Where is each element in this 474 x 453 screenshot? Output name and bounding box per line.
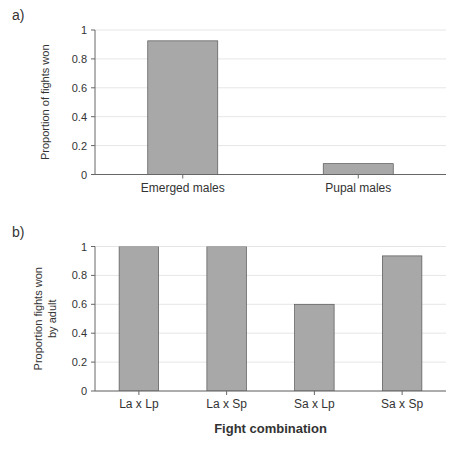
x-axis (95, 391, 446, 392)
grid-line (95, 30, 446, 31)
panel-label: a) (12, 7, 24, 23)
x-axis-label: Fight combination (214, 421, 327, 436)
y-tick (91, 58, 95, 59)
x-tick-label: Sa x Sp (381, 397, 423, 411)
y-tick-label: 0.2 (72, 356, 87, 368)
bar (119, 247, 158, 392)
x-tick-label: Emerged males (141, 181, 225, 195)
y-tick-label: 1 (81, 241, 87, 253)
panel-label: b) (12, 224, 24, 240)
bars (148, 41, 394, 175)
y-tick (91, 304, 95, 305)
y-tick-label: 0 (81, 385, 87, 397)
x-tick-label: Sa x Lp (294, 397, 335, 411)
y-tick (91, 145, 95, 146)
y-tick-label: 0.6 (72, 82, 87, 94)
y-tick-label: 1 (81, 24, 87, 36)
y-axis-label-line: Proportion fights won (32, 267, 44, 370)
x-tick (358, 175, 359, 179)
y-axis (95, 30, 96, 175)
panel: a) 0 0.2 0.4 0.6 0.8 1 Emerged males Pupal males… (12, 7, 446, 195)
bar (323, 164, 393, 175)
x-tick (138, 391, 139, 395)
y-tick (91, 174, 95, 175)
y-axis-label-line: by adult (46, 299, 58, 338)
y-tick-label: 0.4 (72, 111, 87, 123)
grid-line (95, 391, 446, 392)
x-axis (95, 174, 446, 175)
panel: b) 0 0.2 0.4 0.6 0.8 1 La x Lp La x Sp Sa x Lp Sa … (12, 224, 446, 437)
bar (295, 304, 334, 391)
bar (207, 247, 246, 392)
bar (382, 256, 421, 391)
y-tick-label: 0 (81, 169, 87, 181)
x-tick-label: La x Sp (206, 397, 247, 411)
y-axis-label: Proportion of fights won (39, 44, 51, 160)
y-axis (95, 247, 96, 392)
y-tick (91, 333, 95, 334)
y-tick-label: 0.8 (72, 269, 87, 281)
y-axis-label-line: Proportion of fights won (39, 44, 51, 160)
x-tick (402, 391, 403, 395)
y-tick-label: 0.2 (72, 140, 87, 152)
y-tick-label: 0.6 (72, 298, 87, 310)
y-tick (91, 87, 95, 88)
bar (148, 41, 218, 175)
y-tick (91, 275, 95, 276)
x-tick (314, 391, 315, 395)
bars (119, 247, 422, 392)
y-tick (91, 30, 95, 31)
x-tick-label: La x Lp (119, 397, 159, 411)
x-tick (182, 175, 183, 179)
y-tick (91, 391, 95, 392)
x-tick (226, 391, 227, 395)
chart-root: a) 0 0.2 0.4 0.6 0.8 1 Emerged males Pupal males… (0, 0, 474, 453)
y-axis-label: Proportion fights wonby adult (32, 267, 57, 370)
x-tick-label: Pupal males (325, 181, 391, 195)
grid-line (95, 174, 446, 175)
y-tick (91, 116, 95, 117)
y-tick-label: 0.4 (72, 327, 87, 339)
y-tick-label: 0.8 (72, 53, 87, 65)
y-tick (91, 362, 95, 363)
y-tick (91, 246, 95, 247)
